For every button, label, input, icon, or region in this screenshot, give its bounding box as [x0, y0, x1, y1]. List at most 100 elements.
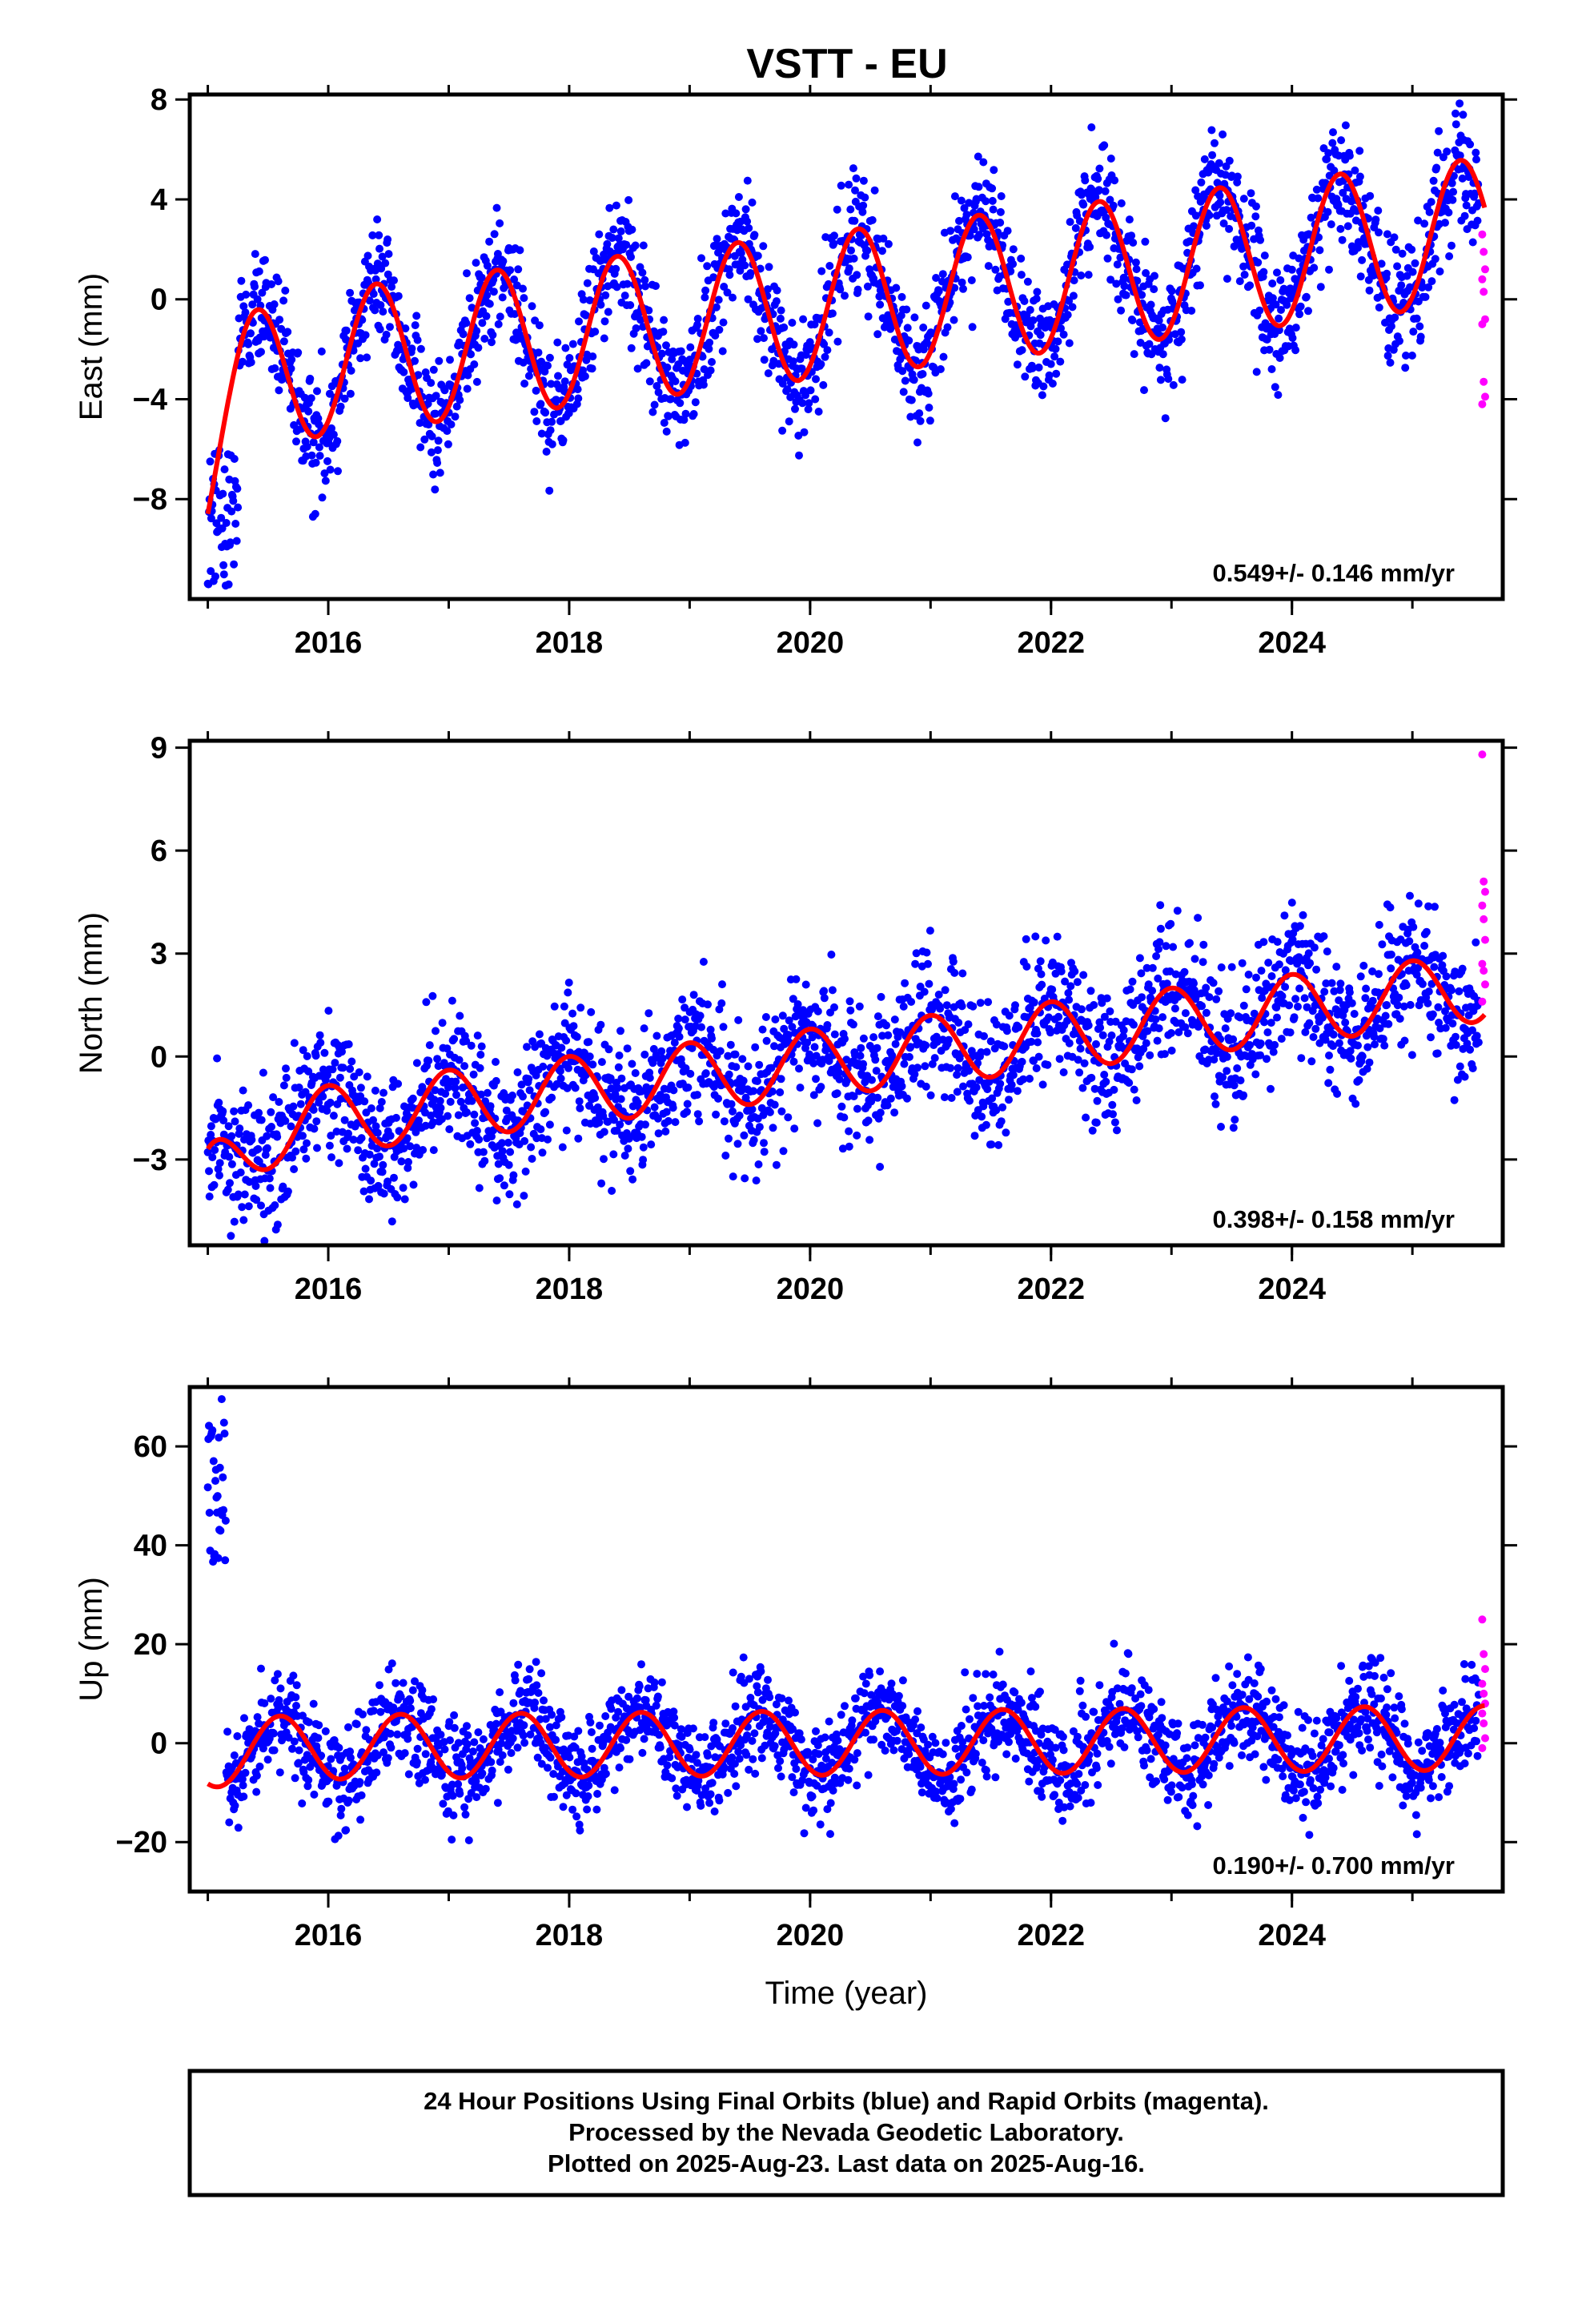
final-point	[811, 395, 820, 404]
final-point	[1190, 222, 1198, 231]
final-point	[422, 998, 431, 1007]
final-point	[902, 305, 911, 314]
final-point	[631, 1069, 640, 1077]
final-point	[327, 1132, 335, 1140]
final-point	[631, 241, 640, 250]
final-point	[712, 1110, 721, 1119]
final-point	[450, 1723, 459, 1732]
final-point	[940, 1093, 949, 1102]
final-point	[231, 1801, 239, 1810]
final-point	[260, 1236, 269, 1245]
final-point	[458, 1764, 467, 1772]
final-point	[1310, 263, 1319, 272]
final-point	[440, 1745, 449, 1754]
final-point	[1081, 176, 1090, 185]
final-point	[912, 949, 921, 958]
final-point	[1190, 979, 1198, 987]
final-point	[1098, 1031, 1107, 1039]
final-point	[210, 1180, 219, 1189]
final-point	[762, 1036, 771, 1045]
final-point	[1335, 986, 1344, 995]
final-point	[820, 994, 829, 1003]
final-point	[346, 1747, 355, 1756]
final-point	[564, 979, 573, 987]
final-point	[997, 1117, 1006, 1126]
final-point	[1459, 111, 1468, 119]
final-point	[716, 1047, 725, 1055]
final-point	[901, 979, 909, 987]
final-point	[1468, 1064, 1477, 1072]
final-point	[806, 386, 815, 395]
final-point	[1160, 1050, 1169, 1059]
final-point	[1452, 1032, 1460, 1041]
final-point	[477, 273, 486, 282]
final-point	[1235, 1013, 1244, 1022]
final-point	[1312, 965, 1321, 974]
final-point	[753, 1077, 761, 1085]
final-point	[1329, 128, 1337, 137]
final-point	[626, 301, 635, 309]
final-point	[220, 1429, 229, 1438]
final-point	[239, 1216, 248, 1224]
final-point	[1346, 1047, 1355, 1055]
final-point	[575, 1097, 584, 1106]
final-point	[225, 1818, 234, 1827]
final-point	[1106, 155, 1115, 163]
final-point	[456, 396, 464, 404]
final-point	[344, 1129, 352, 1138]
final-point	[1338, 235, 1347, 244]
final-point	[1154, 974, 1162, 983]
final-point	[1074, 1055, 1082, 1064]
final-point	[361, 1164, 370, 1173]
final-point	[438, 1019, 447, 1027]
final-point	[920, 987, 929, 996]
final-point	[369, 1116, 377, 1124]
final-point	[282, 1073, 291, 1082]
final-point	[1045, 371, 1054, 380]
final-point	[805, 338, 814, 347]
final-point	[371, 1122, 380, 1131]
final-point	[1345, 988, 1354, 997]
final-point	[1057, 324, 1065, 332]
final-point	[1132, 265, 1141, 274]
final-point	[1101, 187, 1110, 195]
final-point	[1013, 1087, 1022, 1096]
final-point	[303, 1051, 311, 1060]
final-point	[1053, 932, 1062, 941]
final-point	[792, 975, 801, 983]
final-point	[1199, 958, 1207, 967]
final-point	[1238, 959, 1247, 967]
final-point	[289, 1102, 298, 1111]
final-point	[550, 1002, 559, 1011]
final-point	[967, 276, 976, 284]
final-point	[1415, 322, 1424, 331]
final-point	[367, 1176, 375, 1185]
final-point	[1109, 201, 1118, 210]
final-point	[287, 364, 295, 373]
final-point	[1239, 1001, 1248, 1010]
x-tick-label: 2016	[295, 1273, 363, 1306]
final-point	[413, 336, 422, 344]
final-point	[1105, 1037, 1114, 1046]
final-point	[1093, 1096, 1102, 1105]
rapid-point	[1480, 377, 1488, 386]
final-point	[757, 327, 765, 336]
final-point	[325, 1141, 334, 1150]
final-point	[335, 1159, 343, 1168]
final-point	[1110, 176, 1119, 185]
final-point	[510, 310, 519, 319]
final-point	[365, 1150, 374, 1159]
final-point	[445, 1718, 454, 1727]
final-point	[375, 1104, 384, 1112]
final-point	[1350, 1010, 1359, 1018]
final-point	[299, 1145, 308, 1154]
rapid-point	[1478, 230, 1487, 239]
final-point	[1312, 185, 1321, 194]
final-point	[519, 284, 527, 293]
final-point	[1094, 175, 1102, 183]
final-point	[395, 1127, 404, 1136]
final-point	[1263, 1055, 1271, 1063]
final-point	[373, 1128, 382, 1137]
final-point	[870, 186, 879, 195]
final-point	[303, 1782, 312, 1791]
